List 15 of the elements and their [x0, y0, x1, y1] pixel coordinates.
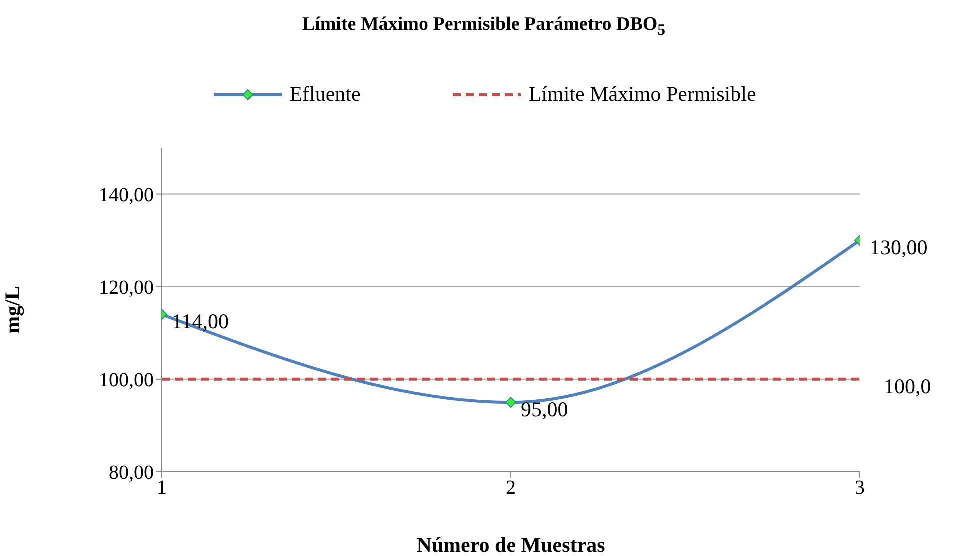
legend-label: Límite Máximo Permisible	[528, 82, 756, 107]
data-label: 130,00	[870, 236, 928, 260]
y-tick-label: 140,00	[99, 184, 154, 206]
y-tick-label: 120,00	[99, 276, 154, 299]
legend-label: Efluente	[290, 82, 361, 107]
chart-title: Límite Máximo Permisible Parámetro DBO$_{5}$	[301, 14, 667, 40]
data-label: 95,00	[521, 398, 568, 422]
x-tick-label: 2	[506, 477, 516, 500]
y-tick-label: 100,00	[99, 370, 154, 392]
y-tick-label: 80,00	[109, 462, 154, 484]
data-label: 100,0	[884, 374, 932, 398]
x-tick-label: 3	[855, 477, 865, 500]
x-tick-label: 1	[157, 477, 167, 500]
x-axis-title: Número de Muestras	[416, 533, 606, 556]
y-axis-title: mg/L	[0, 286, 24, 334]
